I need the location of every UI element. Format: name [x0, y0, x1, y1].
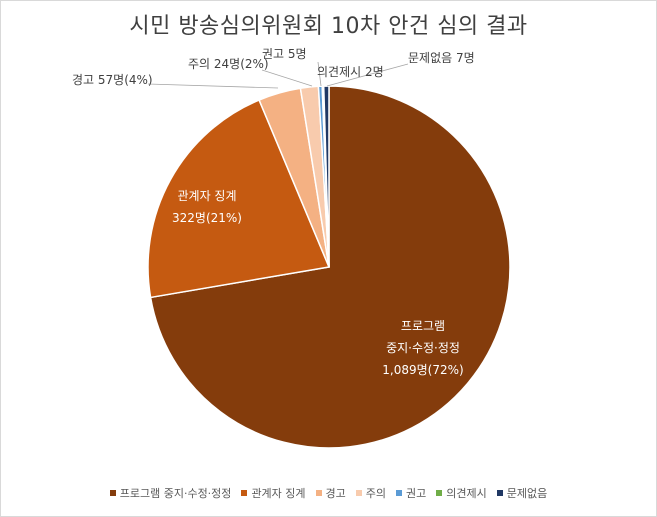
pie-slice-0 [149, 85, 511, 449]
leader-line-6 [326, 63, 409, 87]
data-label-6-0: 문제없음 7명 [408, 51, 475, 65]
legend-label-1: 관계자 징계 [251, 487, 306, 500]
data-label-1-1: 322명(21%) [172, 211, 242, 225]
legend-swatch-0 [109, 490, 116, 496]
legend-item-4: 권고 [396, 485, 426, 501]
legend-label-3: 주의 [365, 487, 387, 500]
legend-swatch-6 [496, 490, 503, 496]
leader-line-4 [317, 61, 322, 87]
legend-label-2: 경고 [325, 487, 346, 500]
leader-line-3 [261, 69, 313, 87]
legend-swatch-2 [315, 490, 322, 496]
legend-item-5: 의견제시 [436, 485, 487, 501]
pie-slice-6 [322, 85, 330, 268]
data-label-4-0: 권고 5명 [262, 47, 307, 61]
legend-label-4: 권고 [406, 487, 427, 500]
pie-slice-1 [147, 99, 331, 299]
leader-line-2 [147, 83, 279, 89]
data-label-1-0: 관계자 징계 [177, 189, 236, 203]
legend-label-0: 프로그램 중지·수정·정정 [119, 487, 232, 500]
data-label-0-1: 중지·수정·정정 [386, 341, 460, 355]
legend-item-0: 프로그램 중지·수정·정정 [109, 485, 232, 501]
chart-legend: 프로그램 중지·수정·정정 관계자 징계 경고 주의 권고 의견제시 문제없음 [0, 485, 657, 501]
data-label-3-0: 주의 24명(2%) [188, 57, 269, 71]
legend-item-3: 주의 [355, 485, 387, 501]
legend-label-6: 문제없음 [506, 487, 548, 500]
chart-title: 시민 방송심의위원회 10차 안건 심의 결과 [129, 14, 528, 39]
legend-item-2: 경고 [315, 485, 346, 501]
data-label-0-2: 1,089명(72%) [382, 363, 463, 377]
data-label-5-0: 의견제시 2명 [317, 65, 384, 79]
legend-item-6: 문제없음 [496, 485, 548, 501]
legend-label-5: 의견제시 [446, 487, 487, 500]
data-label-0-0: 프로그램 [401, 319, 445, 333]
legend-swatch-3 [355, 490, 362, 496]
legend-item-1: 관계자 징계 [241, 485, 306, 501]
legend-swatch-1 [241, 490, 248, 496]
legend-swatch-5 [436, 490, 443, 496]
legend-swatch-4 [396, 490, 403, 496]
data-label-2-0: 경고 57명(4%) [72, 73, 153, 87]
